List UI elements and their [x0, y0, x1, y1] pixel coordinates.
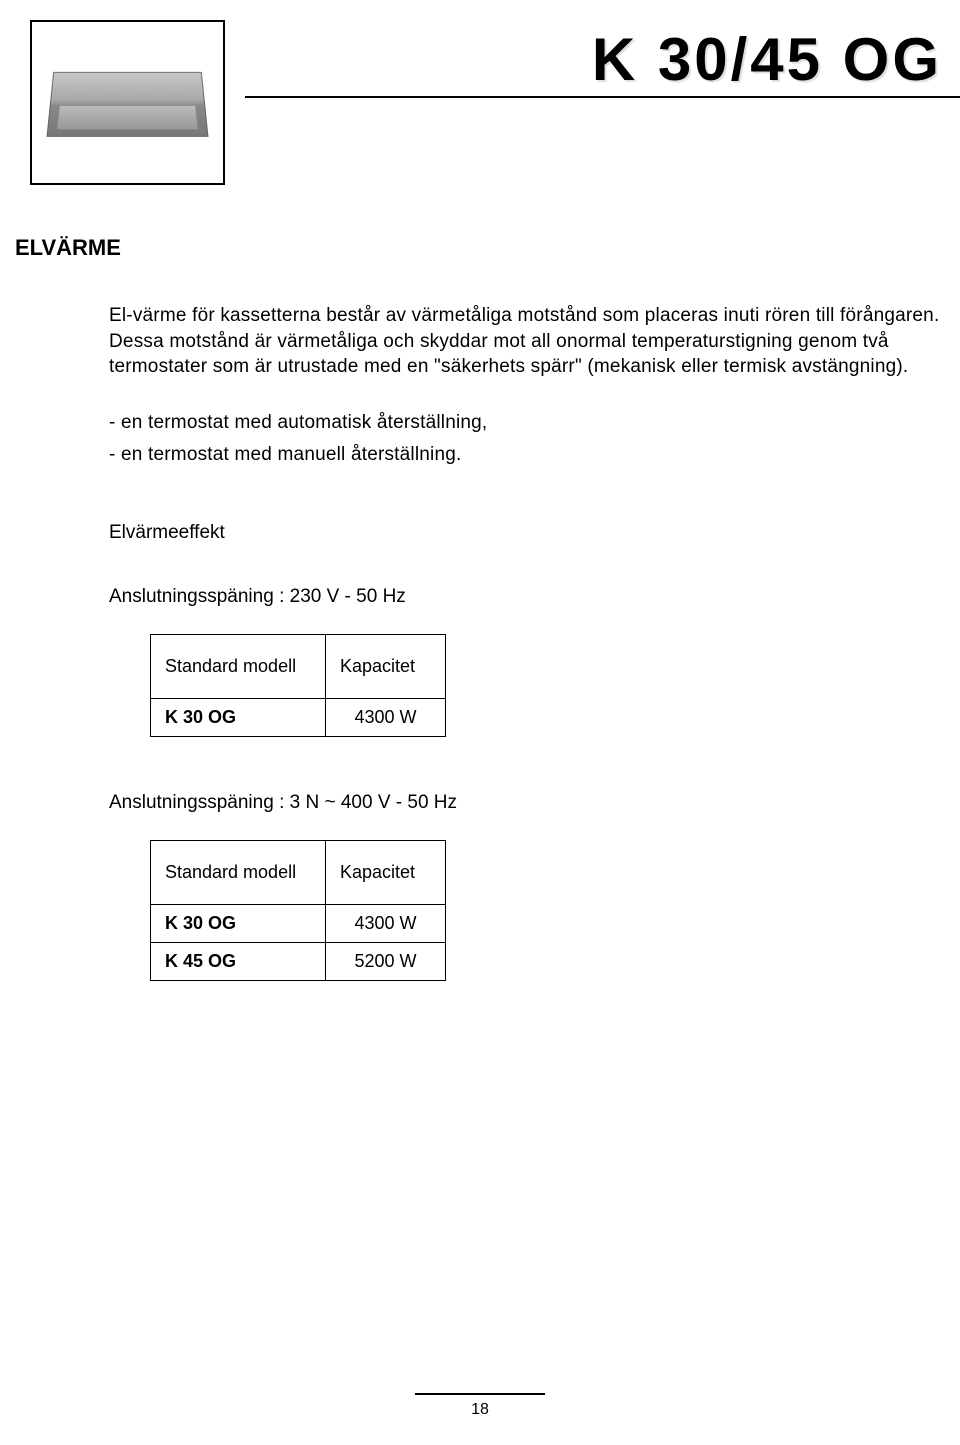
- cell-model: K 45 OG: [151, 943, 326, 981]
- bullet-2: - en termostat med manuell återställning…: [109, 442, 945, 468]
- table-header-row: Standard modell Kapacitet: [151, 635, 446, 699]
- cell-value: 4300 W: [326, 905, 446, 943]
- col-header-capacity: Kapacitet: [326, 635, 446, 699]
- cell-value: 5200 W: [326, 943, 446, 981]
- col-header-model: Standard modell: [151, 841, 326, 905]
- cell-model: K 30 OG: [151, 699, 326, 737]
- voltage-label-1: Anslutningsspäning : 230 V - 50 Hz: [15, 586, 945, 608]
- title-underline: [245, 96, 960, 98]
- capacity-table-1: Standard modell Kapacitet K 30 OG 4300 W: [150, 634, 446, 737]
- table-header-row: Standard modell Kapacitet: [151, 841, 446, 905]
- table-row: K 30 OG 4300 W: [151, 905, 446, 943]
- capacity-table-2: Standard modell Kapacitet K 30 OG 4300 W…: [150, 840, 446, 981]
- table-row: K 45 OG 5200 W: [151, 943, 446, 981]
- bullet-1: - en termostat med automatisk återställn…: [109, 410, 945, 436]
- bullet-block: - en termostat med automatisk återställn…: [15, 410, 945, 467]
- document-header: K 30/45 OG: [0, 0, 960, 190]
- intro-paragraph-block: El-värme för kassetterna består av värme…: [15, 303, 945, 380]
- document-body: ELVÄRME El-värme för kassetterna består …: [15, 235, 945, 1036]
- product-image-frame: [30, 20, 225, 185]
- page-number: 18: [415, 1393, 545, 1419]
- table-row: K 30 OG 4300 W: [151, 699, 446, 737]
- title-block: K 30/45 OG: [245, 30, 960, 98]
- section-heading: ELVÄRME: [15, 235, 945, 261]
- col-header-model: Standard modell: [151, 635, 326, 699]
- cell-value: 4300 W: [326, 699, 446, 737]
- cell-model: K 30 OG: [151, 905, 326, 943]
- document-title: K 30/45 OG: [245, 30, 960, 90]
- product-illustration: [46, 71, 208, 136]
- intro-paragraph: El-värme för kassetterna består av värme…: [109, 303, 945, 380]
- voltage-label-2: Anslutningsspäning : 3 N ~ 400 V - 50 Hz: [15, 792, 945, 814]
- subsection-heading: Elvärmeeffekt: [15, 522, 945, 544]
- col-header-capacity: Kapacitet: [326, 841, 446, 905]
